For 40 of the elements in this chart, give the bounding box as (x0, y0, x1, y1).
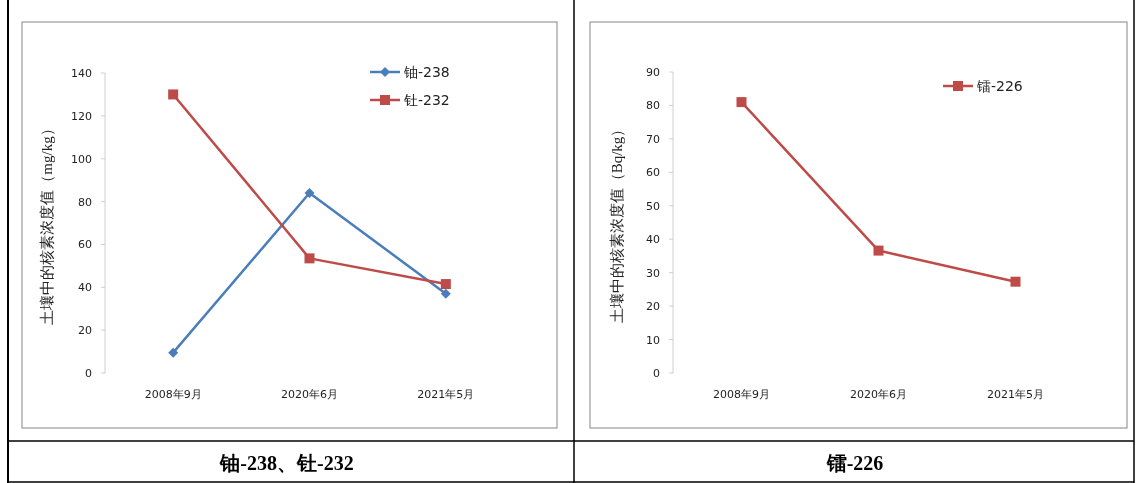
y-tick-label: 140 (71, 67, 92, 80)
point (440, 279, 451, 290)
x-tick-label: 2008年9月 (144, 388, 202, 401)
x-tick-label: 2008年9月 (713, 388, 770, 401)
point (873, 245, 884, 256)
legend-label: 钍-232 (403, 92, 450, 108)
point (440, 288, 451, 299)
y-tick-label: 90 (646, 66, 660, 79)
y-tick-label: 40 (78, 281, 92, 295)
y-tick-label: 30 (646, 266, 660, 280)
y-tick-label: 10 (646, 333, 660, 347)
y-tick-label: 60 (78, 238, 92, 252)
x-tick-label: 2021年5月 (417, 388, 475, 401)
y-tick-label: 20 (646, 300, 660, 314)
y-tick-label: 60 (646, 166, 660, 180)
y-tick-label: 70 (646, 132, 660, 146)
y-tick-label: 120 (71, 109, 92, 123)
point (168, 347, 179, 358)
y-tick-label: 100 (71, 152, 92, 166)
y-tick-label: 80 (646, 99, 660, 113)
point (736, 97, 747, 108)
point (1010, 276, 1021, 287)
x-tick-label: 2021年5月 (987, 388, 1044, 401)
legend-label: 铀-238 (403, 64, 450, 80)
y-tick-label: 0 (85, 367, 92, 380)
point (168, 89, 179, 100)
y-tick-label: 80 (78, 195, 92, 209)
y-axis-title: 土壤中的核素浓度值（mg/kg） (39, 121, 55, 325)
legend-label: 镭-226 (976, 78, 1023, 94)
y-tick-label: 0 (653, 367, 660, 380)
text: 铀-238、钍-232 (219, 452, 354, 474)
point (304, 253, 315, 264)
x-tick-label: 2020年6月 (850, 388, 907, 401)
x-tick-label: 2020年6月 (281, 388, 338, 401)
text: 镭-226 (825, 452, 884, 474)
y-axis-title: 土壤中的核素浓度值（Bq/kg） (609, 121, 625, 324)
y-tick-label: 20 (78, 324, 92, 338)
y-tick-label: 40 (646, 233, 660, 247)
y-tick-label: 50 (646, 199, 660, 213)
point (304, 188, 315, 198)
